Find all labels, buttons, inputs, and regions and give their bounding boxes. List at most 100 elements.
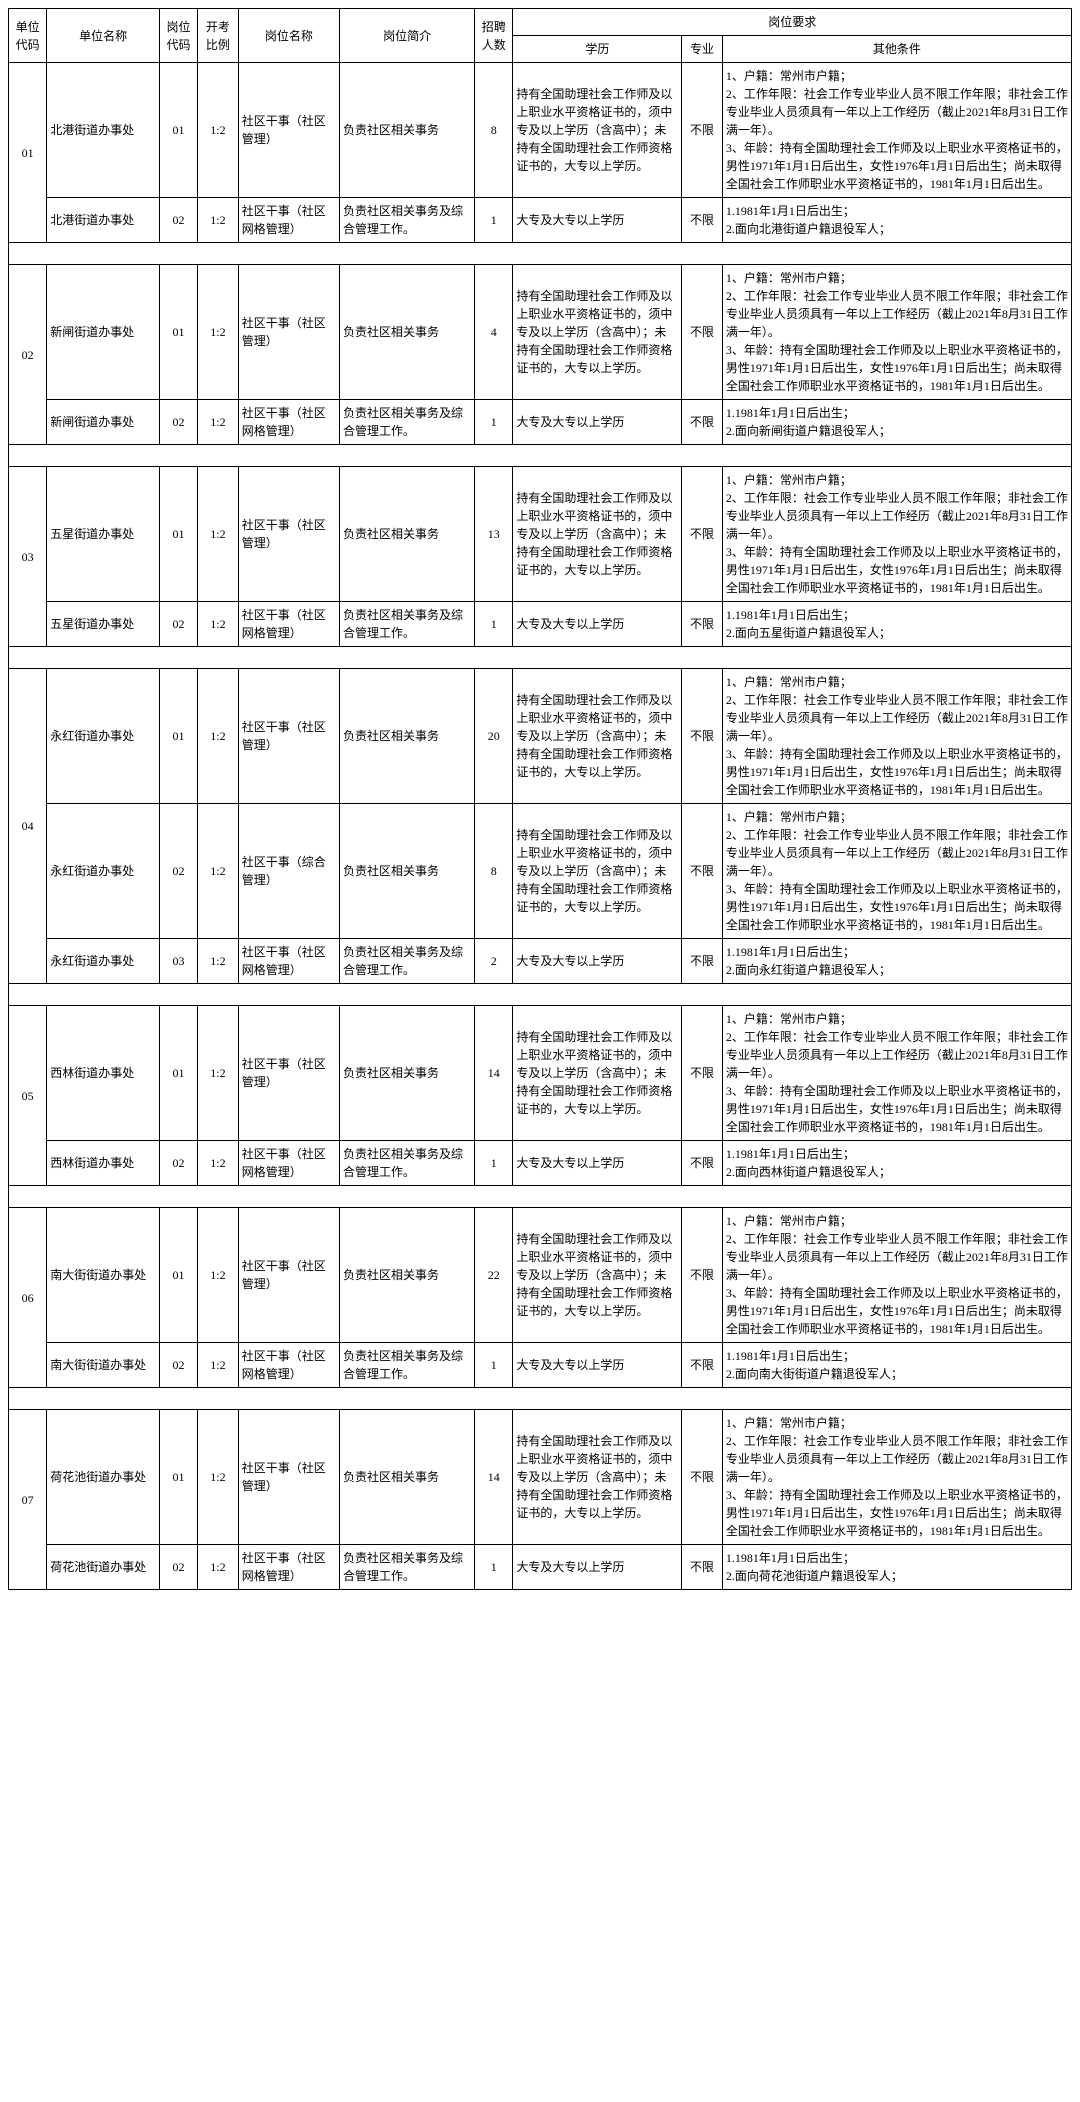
cell-count: 13 (475, 467, 513, 602)
cell-ratio: 1:2 (198, 198, 239, 243)
cell-ratio: 1:2 (198, 804, 239, 939)
table-row: 07荷花池街道办事处011:2社区干事（社区管理）负责社区相关事务14持有全国助… (9, 1410, 1072, 1545)
cell-post-intro: 负责社区相关事务 (340, 1410, 475, 1545)
separator-cell (9, 1186, 1072, 1208)
cell-unit-name: 新闸街道办事处 (47, 265, 160, 400)
separator-row (9, 1388, 1072, 1410)
cell-post-name: 社区干事（社区管理） (238, 1208, 339, 1343)
cell-post-name: 社区干事（社区网格管理） (238, 198, 339, 243)
header-edu: 学历 (513, 36, 682, 63)
table-row: 荷花池街道办事处021:2社区干事（社区网格管理）负责社区相关事务及综合管理工作… (9, 1545, 1072, 1590)
table-row: 06南大街街道办事处011:2社区干事（社区管理）负责社区相关事务22持有全国助… (9, 1208, 1072, 1343)
cell-post-name: 社区干事（社区管理） (238, 669, 339, 804)
cell-unit-name: 荷花池街道办事处 (47, 1545, 160, 1590)
cell-unit-name: 北港街道办事处 (47, 198, 160, 243)
cell-ratio: 1:2 (198, 1006, 239, 1141)
cell-edu: 大专及大专以上学历 (513, 939, 682, 984)
cell-post-code: 01 (159, 467, 197, 602)
cell-edu: 大专及大专以上学历 (513, 1141, 682, 1186)
cell-post-name: 社区干事（社区管理） (238, 467, 339, 602)
cell-post-code: 03 (159, 939, 197, 984)
cell-other: 1、户籍：常州市户籍； 2、工作年限：社会工作专业毕业人员不限工作年限；非社会工… (722, 1006, 1071, 1141)
cell-edu: 大专及大专以上学历 (513, 198, 682, 243)
cell-major: 不限 (682, 198, 723, 243)
cell-unit-name: 南大街街道办事处 (47, 1343, 160, 1388)
cell-other: 1、户籍：常州市户籍； 2、工作年限：社会工作专业毕业人员不限工作年限；非社会工… (722, 804, 1071, 939)
cell-unit-code: 07 (9, 1410, 47, 1590)
separator-row (9, 647, 1072, 669)
header-post-intro: 岗位简介 (340, 9, 475, 63)
cell-edu: 大专及大专以上学历 (513, 1545, 682, 1590)
cell-count: 1 (475, 1545, 513, 1590)
separator-row (9, 1186, 1072, 1208)
cell-other: 1.1981年1月1日后出生； 2.面向新闸街道户籍退役军人； (722, 400, 1071, 445)
table-row: 永红街道办事处021:2社区干事（综合管理）负责社区相关事务8持有全国助理社会工… (9, 804, 1072, 939)
cell-post-intro: 负责社区相关事务 (340, 669, 475, 804)
cell-post-intro: 负责社区相关事务及综合管理工作。 (340, 939, 475, 984)
cell-ratio: 1:2 (198, 400, 239, 445)
header-post-code: 岗位代码 (159, 9, 197, 63)
cell-unit-name: 北港街道办事处 (47, 63, 160, 198)
separator-cell (9, 647, 1072, 669)
table-row: 五星街道办事处021:2社区干事（社区网格管理）负责社区相关事务及综合管理工作。… (9, 602, 1072, 647)
cell-edu: 持有全国助理社会工作师及以上职业水平资格证书的，须中专及以上学历（含高中）；未持… (513, 669, 682, 804)
cell-major: 不限 (682, 1410, 723, 1545)
cell-count: 1 (475, 602, 513, 647)
cell-count: 1 (475, 400, 513, 445)
cell-ratio: 1:2 (198, 602, 239, 647)
cell-post-intro: 负责社区相关事务及综合管理工作。 (340, 1545, 475, 1590)
cell-ratio: 1:2 (198, 1208, 239, 1343)
cell-post-intro: 负责社区相关事务 (340, 804, 475, 939)
header-count: 招聘人数 (475, 9, 513, 63)
cell-post-intro: 负责社区相关事务及综合管理工作。 (340, 1141, 475, 1186)
cell-other: 1、户籍：常州市户籍； 2、工作年限：社会工作专业毕业人员不限工作年限；非社会工… (722, 1410, 1071, 1545)
cell-unit-name: 永红街道办事处 (47, 669, 160, 804)
cell-count: 4 (475, 265, 513, 400)
cell-major: 不限 (682, 602, 723, 647)
cell-unit-code: 05 (9, 1006, 47, 1186)
cell-post-name: 社区干事（社区管理） (238, 63, 339, 198)
cell-unit-code: 04 (9, 669, 47, 984)
cell-major: 不限 (682, 1141, 723, 1186)
cell-post-name: 社区干事（社区管理） (238, 1410, 339, 1545)
cell-unit-code: 01 (9, 63, 47, 243)
cell-major: 不限 (682, 400, 723, 445)
cell-unit-name: 西林街道办事处 (47, 1141, 160, 1186)
cell-post-intro: 负责社区相关事务及综合管理工作。 (340, 198, 475, 243)
cell-post-code: 02 (159, 804, 197, 939)
cell-post-name: 社区干事（社区管理） (238, 265, 339, 400)
cell-ratio: 1:2 (198, 1141, 239, 1186)
cell-count: 22 (475, 1208, 513, 1343)
cell-major: 不限 (682, 804, 723, 939)
separator-cell (9, 243, 1072, 265)
cell-count: 1 (475, 1141, 513, 1186)
cell-ratio: 1:2 (198, 63, 239, 198)
cell-major: 不限 (682, 1006, 723, 1141)
cell-post-code: 01 (159, 1410, 197, 1545)
table-row: 02新闸街道办事处011:2社区干事（社区管理）负责社区相关事务4持有全国助理社… (9, 265, 1072, 400)
cell-post-code: 02 (159, 1545, 197, 1590)
header-other: 其他条件 (722, 36, 1071, 63)
cell-edu: 持有全国助理社会工作师及以上职业水平资格证书的，须中专及以上学历（含高中）；未持… (513, 804, 682, 939)
cell-other: 1.1981年1月1日后出生； 2.面向南大街街道户籍退役军人； (722, 1343, 1071, 1388)
cell-ratio: 1:2 (198, 1545, 239, 1590)
table-row: 北港街道办事处021:2社区干事（社区网格管理）负责社区相关事务及综合管理工作。… (9, 198, 1072, 243)
cell-post-name: 社区干事（社区网格管理） (238, 400, 339, 445)
header-major: 专业 (682, 36, 723, 63)
cell-other: 1、户籍：常州市户籍； 2、工作年限：社会工作专业毕业人员不限工作年限；非社会工… (722, 669, 1071, 804)
cell-edu: 大专及大专以上学历 (513, 1343, 682, 1388)
cell-unit-name: 五星街道办事处 (47, 602, 160, 647)
cell-post-name: 社区干事（社区网格管理） (238, 1545, 339, 1590)
cell-other: 1、户籍：常州市户籍； 2、工作年限：社会工作专业毕业人员不限工作年限；非社会工… (722, 1208, 1071, 1343)
cell-post-code: 01 (159, 1208, 197, 1343)
cell-other: 1.1981年1月1日后出生； 2.面向五星街道户籍退役军人； (722, 602, 1071, 647)
cell-post-name: 社区干事（社区管理） (238, 1006, 339, 1141)
cell-major: 不限 (682, 1545, 723, 1590)
header-req-group: 岗位要求 (513, 9, 1072, 36)
cell-count: 20 (475, 669, 513, 804)
cell-post-code: 02 (159, 400, 197, 445)
cell-edu: 持有全国助理社会工作师及以上职业水平资格证书的，须中专及以上学历（含高中）；未持… (513, 63, 682, 198)
cell-post-code: 02 (159, 1343, 197, 1388)
cell-edu: 持有全国助理社会工作师及以上职业水平资格证书的，须中专及以上学历（含高中）；未持… (513, 1208, 682, 1343)
cell-edu: 持有全国助理社会工作师及以上职业水平资格证书的，须中专及以上学历（含高中）；未持… (513, 1410, 682, 1545)
